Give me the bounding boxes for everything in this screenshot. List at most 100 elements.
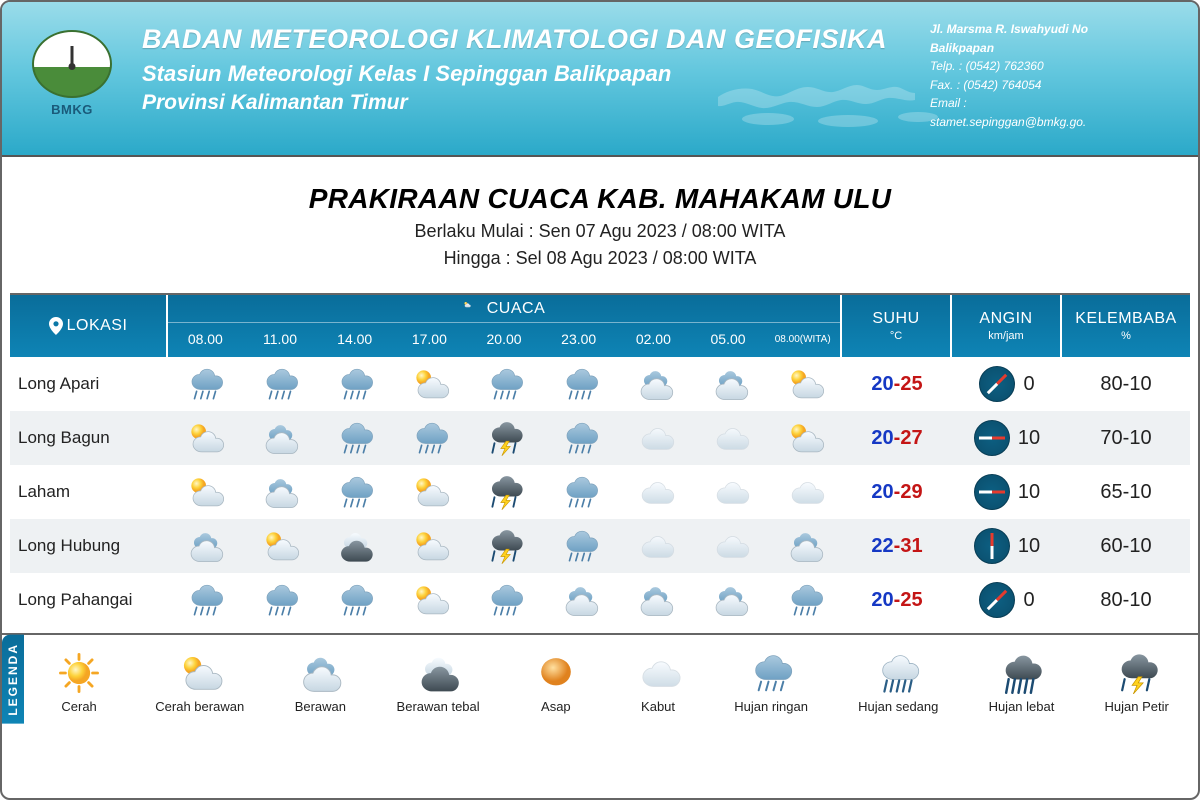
temperature-value: 20-27 [842,411,952,465]
legend-item-rain-med: Hujan sedang [858,652,938,714]
fax-label: Fax. [930,78,953,92]
time-header-cell: 08.00 [168,323,243,356]
contact-block: Jl. Marsma R. Iswahyudi No Balikpapan Te… [930,20,1180,132]
weather-sun-cloud-icon [767,357,842,411]
weather-rain-light-icon [168,573,243,627]
legend-label: Cerah berawan [155,699,244,714]
legend-label: Hujan lebat [989,699,1055,714]
compass-icon [974,528,1010,564]
archipelago-decor [708,47,968,142]
weather-rain-light-icon [243,573,318,627]
angin-label: ANGIN [979,310,1032,328]
time-header-cell: 02.00 [616,323,691,356]
weather-cloudy-icon [617,357,692,411]
telp-value: : (0542) 762360 [959,59,1044,73]
table-row: Long Hubung22-311060-10 [10,519,1190,573]
legend-item-cloudy: Berawan [294,652,346,714]
wind-value: 10 [952,465,1062,519]
forecast-table: LOKASI CUACA 08.0011.0014.0017.0020.0023… [10,293,1190,627]
legend-item-rain-light: Hujan ringan [734,652,808,714]
time-header-row: 08.0011.0014.0017.0020.0023.0002.0005.00… [168,323,840,356]
weather-rain-light-icon [318,465,393,519]
wind-value: 0 [952,357,1062,411]
time-header-cell: 05.00 [691,323,766,356]
contact-city: Balikpapan [930,39,1180,58]
temperature-value: 20-25 [842,573,952,627]
legend-item-clear: Cerah [53,652,105,714]
email-label: Email : [930,94,1180,113]
rain-med-icon [872,652,924,694]
weather-rain-light-icon [243,357,318,411]
time-header-cell: 11.00 [243,323,318,356]
legend-item-storm: Hujan Petir [1105,652,1169,714]
clear-icon [53,652,105,694]
compass-icon [974,474,1010,510]
humidity-value: 80-10 [1062,573,1190,627]
legend-item-cloud-dark: Berawan tebal [397,652,480,714]
table-row: Long Pahangai 20-25080-10 [10,573,1190,627]
weather-sun-cloud-icon [168,465,243,519]
wind-speed: 10 [1018,481,1040,504]
header-banner: BMKG BADAN METEOROLOGI KLIMATOLOGI DAN G… [2,2,1198,157]
weather-rain-light-icon [542,411,617,465]
weather-sun-cloud-icon [393,357,468,411]
wind-speed: 10 [1018,535,1040,558]
forecast-title-area: PRAKIRAAN CUACA KAB. MAHAKAM ULU Berlaku… [2,157,1198,285]
humidity-value: 80-10 [1062,357,1190,411]
weather-rain-light-icon [393,411,468,465]
weather-cloudy-icon [617,573,692,627]
weather-sun-cloud-icon [393,573,468,627]
weather-cloudy-icon [168,519,243,573]
weather-cloudy-icon [692,573,767,627]
weather-sun-cloud-icon [168,411,243,465]
weather-cells [168,519,842,573]
angin-unit: km/jam [988,330,1023,342]
legend-label: Berawan tebal [397,699,480,714]
kelembaba-unit: % [1121,330,1131,342]
table-body: Long Apari20-25080-10Long Bagun20-271070… [10,357,1190,627]
time-header-cell: 23.00 [541,323,616,356]
col-header-lokasi: LOKASI [10,295,168,357]
time-header-cell: 17.00 [392,323,467,356]
legend-item-rain-heavy: Hujan lebat [989,652,1055,714]
temperature-value: 20-25 [842,357,952,411]
legend-label: Hujan sedang [858,699,938,714]
humidity-value: 60-10 [1062,519,1190,573]
fax-value: : (0542) 764054 [957,78,1042,92]
legend-label: Hujan ringan [734,699,808,714]
wind-value: 10 [952,519,1062,573]
legend-label: Berawan [295,699,346,714]
pin-icon [49,317,63,335]
location-name: Long Pahangai [10,573,168,627]
lokasi-label: LOKASI [67,317,128,335]
compass-icon [979,582,1015,618]
legend-label: Kabut [641,699,675,714]
legend-items: Cerah Cerah berawan Berawan Berawan tebal As… [24,644,1198,724]
table-row: Long Apari20-25080-10 [10,357,1190,411]
col-header-kelembaba: KELEMBABA % [1062,295,1190,357]
table-header-row: LOKASI CUACA 08.0011.0014.0017.0020.0023… [10,295,1190,357]
rain-light-icon [745,652,797,694]
cloudy-icon [294,652,346,694]
weather-sun-cloud-icon [393,465,468,519]
telp-label: Telp. [930,59,956,73]
col-header-suhu: SUHU °C [842,295,952,357]
col-header-cuaca: CUACA 08.0011.0014.0017.0020.0023.0002.0… [168,295,842,357]
suhu-unit: °C [890,330,902,342]
weather-rain-light-icon [168,357,243,411]
wind-value: 0 [952,573,1062,627]
email-value: stamet.sepinggan@bmkg.go. [930,113,1180,132]
wind-speed: 10 [1018,427,1040,450]
location-name: Laham [10,465,168,519]
valid-from: Berlaku Mulai : Sen 07 Agu 2023 / 08:00 … [2,221,1198,242]
storm-icon [1111,652,1163,694]
time-header-cell: 08.00(WITA) [765,323,840,356]
weather-storm-icon [468,519,543,573]
contact-addr: Jl. Marsma R. Iswahyudi No [930,20,1180,39]
legend-item-haze: Asap [530,652,582,714]
sun-cloud-icon [174,652,226,694]
time-header-cell: 14.00 [317,323,392,356]
weather-fog-icon [692,519,767,573]
weather-storm-icon [468,465,543,519]
weather-cloudy-icon [692,357,767,411]
